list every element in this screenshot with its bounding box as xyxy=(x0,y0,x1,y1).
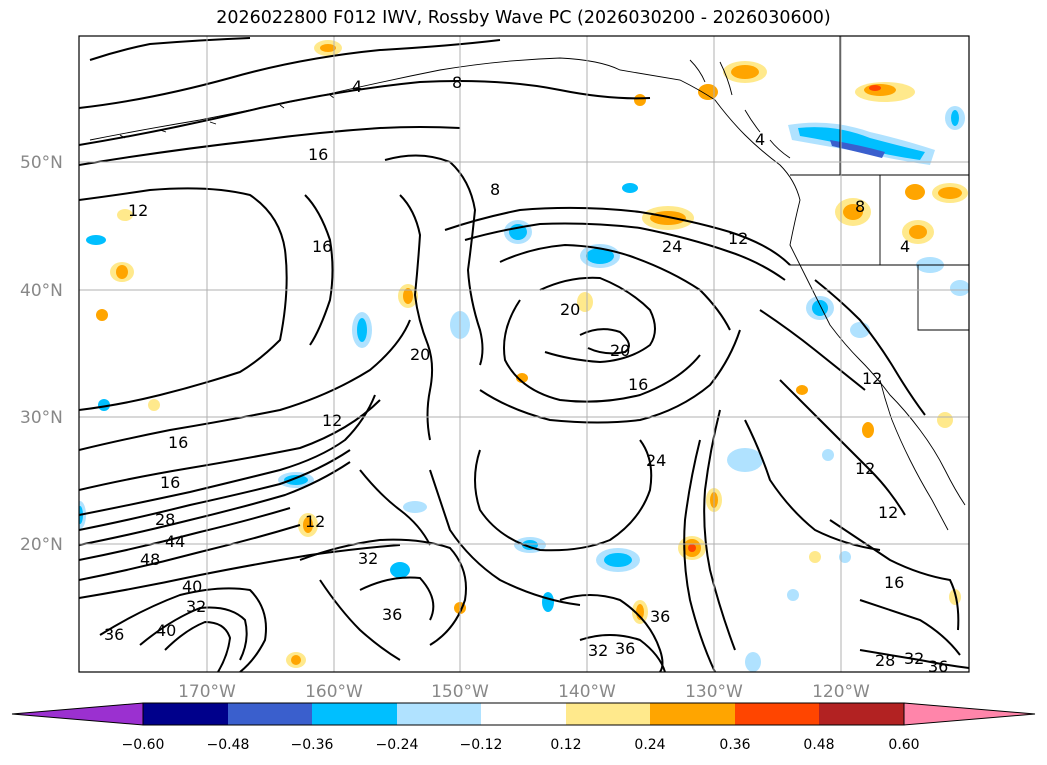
contour-label: 8 xyxy=(855,197,865,216)
contour-label: 24 xyxy=(662,237,682,256)
contour-label: 12 xyxy=(862,369,882,388)
contour-label: 20 xyxy=(410,345,430,364)
contour-label: 32 xyxy=(588,641,608,660)
lon-label-170w: 170°W xyxy=(178,682,236,702)
lon-label-150w: 150°W xyxy=(431,682,489,702)
lon-label-160w: 160°W xyxy=(305,682,363,702)
contour-label: 16 xyxy=(884,573,904,592)
contour-label: 28 xyxy=(155,510,175,529)
contour-label: 48 xyxy=(140,550,160,569)
colorbar-segment xyxy=(481,703,566,725)
contour-label: 36 xyxy=(104,625,124,644)
colorbar-segment xyxy=(566,703,650,725)
colorbar-segment xyxy=(143,703,228,725)
contour-label: 32 xyxy=(904,649,924,668)
colorbar-segment xyxy=(397,703,481,725)
lat-lon-grid xyxy=(79,36,969,672)
contour-label: 36 xyxy=(382,605,402,624)
colorbar-extend-low xyxy=(11,702,144,726)
contour-label: 16 xyxy=(628,375,648,394)
contour-label: 8 xyxy=(452,73,462,92)
contour-label: 40 xyxy=(182,577,202,596)
lat-label-40n: 40°N xyxy=(20,281,63,301)
contour-label: 36 xyxy=(615,639,635,658)
latitude-labels: 50°N 40°N 30°N 20°N xyxy=(20,153,63,555)
contour-label: 12 xyxy=(855,459,875,478)
lat-label-30n: 30°N xyxy=(20,408,63,428)
colorbar: −0.60 −0.48 −0.36 −0.24 −0.12 0.12 0.24 … xyxy=(11,702,1036,753)
colorbar-extend-high xyxy=(903,702,1036,726)
contour-label: 32 xyxy=(186,597,206,616)
contour-label: 32 xyxy=(358,549,378,568)
contour-label: 20 xyxy=(610,341,630,360)
coastlines xyxy=(89,36,969,531)
colorbar-tick: 0.48 xyxy=(803,737,834,753)
contour-label: 12 xyxy=(878,503,898,522)
colorbar-tick: 0.24 xyxy=(634,737,665,753)
colorbar-tick: −0.24 xyxy=(376,737,419,753)
contour-label: 28 xyxy=(875,651,895,670)
contour-label: 20 xyxy=(560,300,580,319)
contour-label: 16 xyxy=(308,145,328,164)
colorbar-segment xyxy=(228,703,312,725)
lon-label-130w: 130°W xyxy=(685,682,743,702)
lon-label-120w: 120°W xyxy=(812,682,870,702)
contour-labels: 4 8 16 12 16 8 12 24 12 16 20 20 16 4 8 … xyxy=(104,73,948,676)
colorbar-tick: 0.36 xyxy=(719,737,750,753)
colorbar-tick: −0.48 xyxy=(207,737,250,753)
colorbar-segment xyxy=(735,703,819,725)
map-title: 2026022800 F012 IWV, Rossby Wave PC (202… xyxy=(216,8,831,28)
colorbar-tick: 0.12 xyxy=(550,737,581,753)
iwv-contours xyxy=(79,37,969,672)
colorbar-tick: −0.12 xyxy=(460,737,503,753)
colorbar-tick: −0.60 xyxy=(122,737,165,753)
contour-label: 36 xyxy=(650,607,670,626)
colorbar-segment xyxy=(819,703,904,725)
colorbar-segment xyxy=(312,703,397,725)
contour-label: 4 xyxy=(352,77,362,96)
lat-label-50n: 50°N xyxy=(20,153,63,173)
contour-label: 36 xyxy=(928,657,948,676)
colorbar-tick: −0.36 xyxy=(291,737,334,753)
contour-label: 12 xyxy=(305,512,325,531)
contour-label: 8 xyxy=(490,180,500,199)
contour-label: 4 xyxy=(900,237,910,256)
contour-label: 24 xyxy=(646,451,666,470)
longitude-labels: 170°W 160°W 150°W 140°W 130°W 120°W xyxy=(178,682,870,702)
contour-label: 4 xyxy=(755,130,765,149)
contour-label: 16 xyxy=(168,433,188,452)
map-frame xyxy=(78,35,970,673)
lon-label-140w: 140°W xyxy=(558,682,616,702)
contour-label: 40 xyxy=(156,621,176,640)
contour-label: 16 xyxy=(160,473,180,492)
contour-label: 12 xyxy=(128,201,148,220)
colorbar-segment xyxy=(650,703,735,725)
iwv-anomaly-shading xyxy=(79,40,969,672)
contour-label: 12 xyxy=(728,229,748,248)
contour-label: 12 xyxy=(322,411,342,430)
contour-label: 16 xyxy=(312,237,332,256)
contour-label: 44 xyxy=(165,532,185,551)
lat-label-20n: 20°N xyxy=(20,535,63,555)
colorbar-tick: 0.60 xyxy=(888,737,919,753)
